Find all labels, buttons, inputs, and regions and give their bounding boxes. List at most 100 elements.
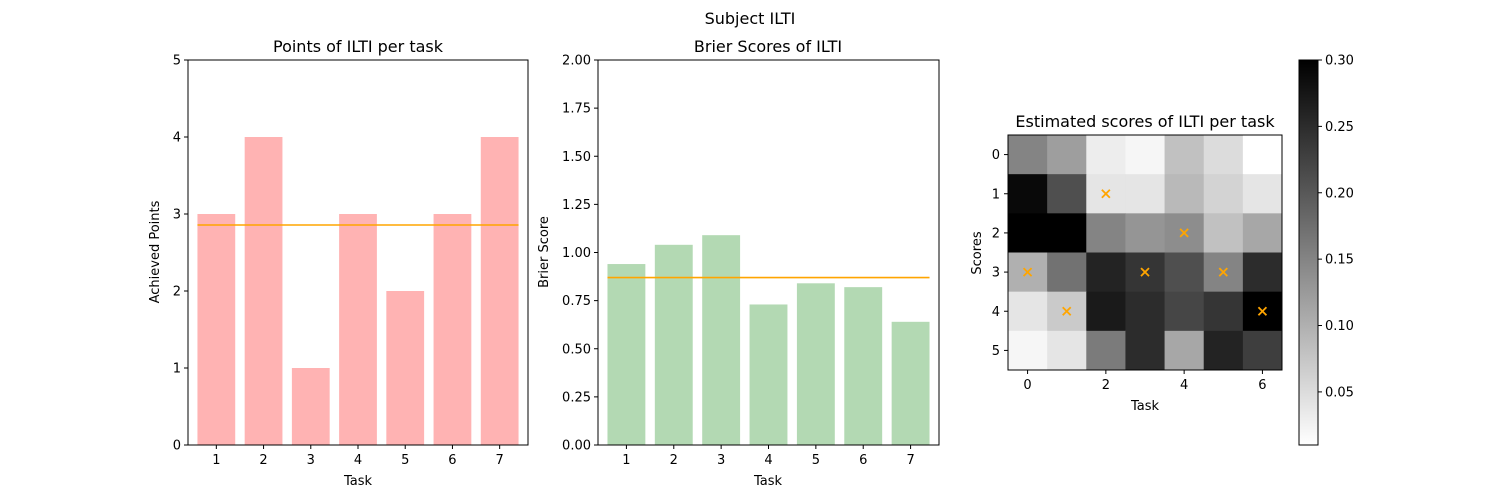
p1-ytick-label: 3 [173,208,181,223]
p1-xtick-label: 4 [354,453,362,468]
achieved-score-marker-task-5 [1218,267,1228,277]
colorbar-tick-label: 0.25 [1325,120,1354,135]
p2-bar-task-1 [607,264,646,445]
p1-bar-task-7 [480,137,519,445]
heatmap-cell-r0-c5 [1203,135,1244,175]
heatmap-cell-r2-c2 [1086,213,1126,253]
heatmap-cell-r1-c0 [1008,174,1048,214]
p2-ytick-label: 0.75 [562,294,591,309]
heatmap-ytick-label: 2 [992,226,1000,241]
colorbar-tick-label: 0.20 [1325,186,1354,201]
p2-xtick-label: 2 [670,453,678,468]
p2-bar-task-5 [796,283,835,445]
colorbar-tick-label: 0.15 [1325,253,1354,268]
p1-bar-task-6 [433,214,472,445]
achieved-score-marker-task-1 [1062,306,1072,316]
heatmap-cell-r3-c4 [1164,252,1205,293]
achieved-score-marker-task-4 [1179,228,1189,238]
p1-bar-task-3 [291,368,330,445]
p2-xtick-label: 4 [764,453,772,468]
heatmap-ytick-label: 3 [992,266,1000,281]
p2-xtick-label: 5 [812,453,820,468]
brier-y-axis-label: Brier Score [537,216,552,288]
heatmap-cell-r1-c6 [1242,174,1283,214]
p1-ytick-label: 0 [173,439,181,454]
heatmap-cell-r1-c4 [1164,174,1205,214]
colorbar-tick-label: 0.30 [1325,54,1354,69]
p2-xtick-label: 7 [906,453,914,468]
p1-xtick-label: 7 [496,453,504,468]
colorbar-gradient [1298,59,1319,446]
heatmap-cell-r0-c0 [1008,135,1048,175]
heatmap-cell-r2-c6 [1242,213,1283,253]
heatmap-ytick-label: 1 [992,187,1000,202]
p2-ytick-label: 1.25 [562,198,591,213]
achieved-score-marker-task-3 [1140,267,1150,277]
p2-ytick-label: 0.25 [562,390,591,405]
heatmap-xtick-label: 4 [1180,378,1188,393]
heatmap-x-axis-label: Task [1130,399,1160,414]
colorbar-tick-label: 0.10 [1325,319,1354,334]
heatmap-colorbar: 0.05 0.10 0.15 0.20 0.25 0.30 [1298,54,1354,446]
achieved-score-marker-task-0 [1022,267,1033,277]
heatmap-frame [1007,134,1283,371]
p1-bar-task-5 [386,291,425,445]
heatmap-cell-r2-c0 [1008,213,1048,253]
p2-ytick-label: 2.00 [562,54,591,69]
p2-xtick-label: 6 [859,453,867,468]
achieved-score-marker-task-6 [1257,306,1268,316]
heatmap-cell-r2-c1 [1047,213,1087,253]
heatmap-cell-r0-c1 [1047,135,1087,175]
brier-bar-chart: Brier Scores of ILTI 1 2 3 4 5 6 7 0.00 0.25 0.5… [537,37,940,489]
points-x-axis-label: Task [343,474,373,489]
heatmap-cell-r4-c3 [1125,291,1166,332]
heatmap-cell-r1-c3 [1125,174,1166,214]
heatmap-y-axis-label: Scores [970,231,985,274]
p1-xtick-label: 1 [212,453,220,468]
p1-bar-task-2 [244,137,283,445]
heatmap-xtick-label: 6 [1258,378,1266,393]
heatmap-title: Estimated scores of ILTI per task [1015,112,1275,131]
heatmap-ytick-label: 4 [992,305,1000,320]
points-bar-chart: Points of ILTI per task 1 2 3 4 5 6 7 0 1 2 3 4 5 T… [148,37,529,489]
p2-bar-task-4 [749,304,788,445]
p2-bar-task-7 [891,321,930,445]
brier-chart-title: Brier Scores of ILTI [694,37,842,56]
heatmap-cell-r0-c4 [1164,135,1205,175]
heatmap-cell-r5-c5 [1203,330,1244,371]
p1-bar-task-1 [197,214,236,445]
p2-bar-task-3 [702,235,741,445]
p1-xtick-label: 2 [259,453,267,468]
points-chart-title: Points of ILTI per task [273,37,444,56]
heatmap-cell-r5-c2 [1086,330,1126,371]
heatmap-cell-r1-c5 [1203,174,1244,214]
figure-suptitle: Subject ILTI [705,9,796,28]
p2-xtick-label: 3 [717,453,725,468]
heatmap-cell-r4-c5 [1203,291,1244,332]
heatmap-cell-r3-c1 [1047,252,1087,293]
heatmap-xtick-label: 0 [1023,378,1031,393]
heatmap-ytick-label: 5 [992,344,1000,359]
p2-bar-task-6 [844,287,883,445]
p2-ytick-label: 1.75 [562,102,591,117]
heatmap-cell-r5-c3 [1125,330,1166,371]
p2-ytick-label: 1.00 [562,246,591,261]
p2-xtick-label: 1 [622,453,630,468]
heatmap-cell-r0-c3 [1125,135,1166,175]
heatmap-xtick-label: 2 [1102,378,1110,393]
p1-ytick-label: 1 [173,362,181,377]
heatmap-cell-r5-c1 [1047,330,1087,371]
p2-bar-task-2 [654,244,693,445]
heatmap-cell-r4-c0 [1008,291,1048,332]
heatmap-cell-r3-c2 [1086,252,1126,293]
heatmap-cell-r4-c4 [1164,291,1205,332]
p1-bar-task-4 [339,214,377,445]
achieved-score-marker-task-2 [1101,189,1111,199]
p1-ytick-label: 2 [173,285,181,300]
p1-ytick-label: 5 [173,54,181,69]
heatmap-ytick-label: 0 [992,148,1000,163]
p2-ytick-label: 0.50 [562,342,591,357]
heatmap-cell-r4-c2 [1086,291,1126,332]
heatmap-cell-r0-c6 [1242,135,1283,175]
